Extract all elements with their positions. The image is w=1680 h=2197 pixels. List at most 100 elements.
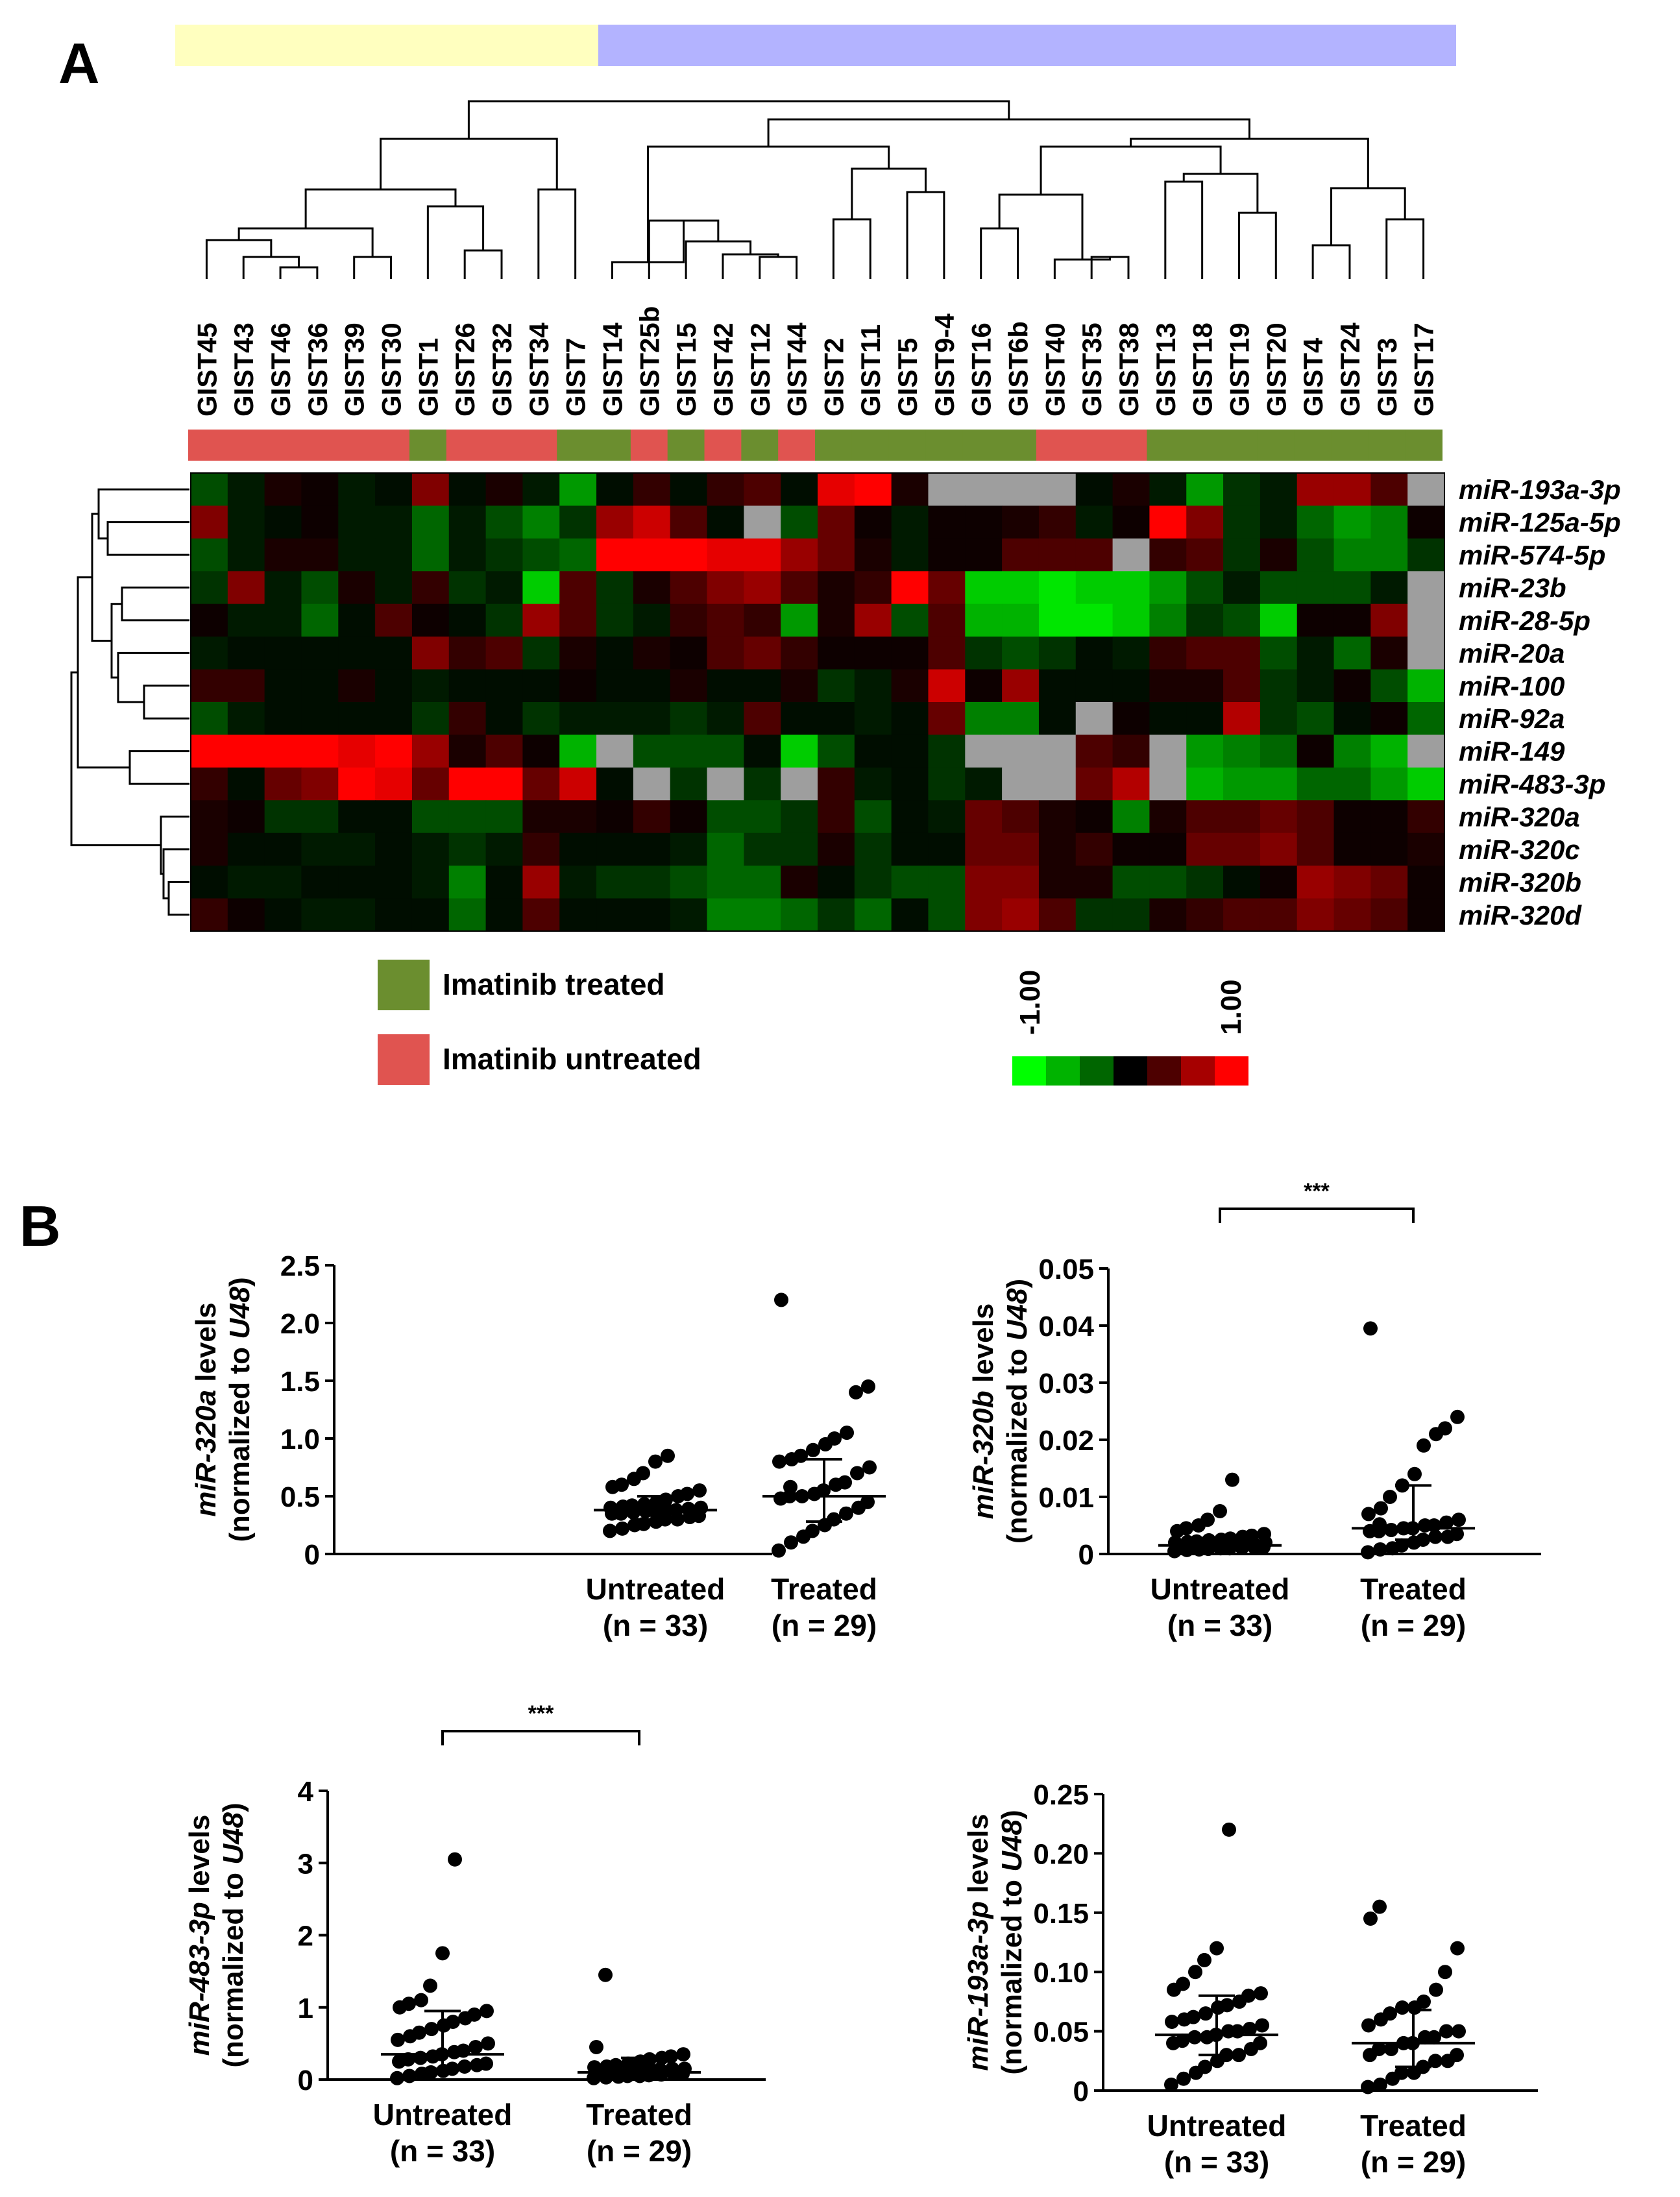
y-axis-label-text: (normalized to — [1001, 1341, 1033, 1544]
heatmap-cell-miR-92a-GIST4 — [1297, 702, 1335, 736]
data-point — [1254, 1986, 1268, 2001]
dendrogram-link — [1040, 145, 1222, 195]
heatmap-cell-miR-100-GIST1 — [411, 669, 450, 703]
heatmap-cell-miR-28-5p-GIST26 — [448, 603, 487, 637]
heatmap-cell-miR-23b-GIST30 — [375, 571, 413, 605]
heatmap-cell-miR-28-5p-GIST13 — [1149, 603, 1187, 637]
data-point — [1164, 2077, 1178, 2092]
top-group-bar-left — [175, 25, 598, 66]
heatmap-cell-miR-100-GIST4 — [1297, 669, 1335, 703]
data-point — [413, 2050, 428, 2065]
heatmap-cell-miR-193a-3p-GIST25b — [633, 473, 671, 507]
heatmap-cell-miR-483-3p-GIST19 — [1223, 767, 1261, 801]
data-point — [784, 1535, 798, 1550]
treatment-bar — [188, 430, 1443, 461]
heatmap-cell-miR-149-GIST9-4 — [928, 734, 966, 768]
heatmap-cell-miR-28-5p-GIST32 — [485, 603, 524, 637]
sample-label: GIST1 — [413, 338, 443, 417]
y-axis-label-text: levels — [968, 1304, 999, 1391]
heatmap-cell-miR-193a-3p-GIST34 — [522, 473, 560, 507]
data-point — [1438, 1965, 1452, 1980]
y-axis-label-ref: U48 — [217, 1812, 249, 1864]
y-tick-label: 2.0 — [280, 1308, 320, 1340]
heatmap-cell-miR-320b-GIST4 — [1297, 866, 1335, 899]
heatmap-cell-miR-125a-5p-GIST24 — [1333, 505, 1371, 539]
heatmap-cell-miR-483-3p-GIST14 — [596, 767, 634, 801]
heatmap-cell-miR-574-5p-GIST20 — [1260, 538, 1298, 572]
heatmap-cell-miR-149-GIST11 — [854, 734, 892, 768]
heatmap-cell-miR-149-GIST39 — [338, 734, 376, 768]
heatmap-cell-miR-193a-3p-GIST32 — [485, 473, 524, 507]
heatmap-cell-miR-20a-GIST45 — [191, 637, 228, 670]
heatmap-cell-miR-149-GIST15 — [670, 734, 708, 768]
heatmap-cell-miR-149-GIST6b — [1002, 734, 1040, 768]
heatmap-cell-miR-320c-GIST36 — [301, 832, 339, 866]
mirna-label: miR-193a-3p — [1459, 474, 1621, 505]
sample-label: GIST5 — [892, 338, 923, 417]
heatmap-cell-miR-320d-GIST18 — [1186, 898, 1224, 932]
data-point — [1438, 1421, 1452, 1436]
sample-label: GIST16 — [966, 322, 997, 417]
data-point — [1450, 1527, 1464, 1542]
treatment-cell-GIST24 — [1331, 430, 1369, 461]
heatmap-cell-miR-28-5p-GIST43 — [227, 603, 265, 637]
heatmap-cell-miR-320b-GIST19 — [1223, 866, 1261, 899]
heatmap-cell-miR-193a-3p-GIST7 — [559, 473, 597, 507]
heatmap-cell-miR-574-5p-GIST24 — [1333, 538, 1371, 572]
sample-label: GIST43 — [228, 322, 259, 417]
sample-label: GIST2 — [818, 338, 849, 417]
category-label: (n = 33) — [603, 1608, 708, 1642]
data-point — [838, 1475, 852, 1490]
category-label: (n = 29) — [1361, 2145, 1466, 2179]
data-point — [424, 2022, 439, 2037]
heatmap-cell-miR-320b-GIST26 — [448, 866, 487, 899]
heatmap-cell-miR-320d-GIST16 — [965, 898, 1003, 932]
sample-label: GIST35 — [1077, 322, 1107, 417]
data-point — [414, 1993, 428, 2008]
data-point — [1450, 2048, 1464, 2063]
heatmap-cell-miR-28-5p-GIST11 — [854, 603, 892, 637]
heatmap-cell-miR-193a-3p-GIST18 — [1186, 473, 1224, 507]
heatmap-cell-miR-20a-GIST11 — [854, 637, 892, 670]
heatmap-cell-miR-100-GIST35 — [1075, 669, 1114, 703]
heatmap-cell-miR-149-GIST32 — [485, 734, 524, 768]
heatmap-cell-miR-100-GIST19 — [1223, 669, 1261, 703]
sample-labels: GIST45 GIST43 GIST46 GIST36 GIST39 GIST30 GIST… — [191, 306, 1439, 417]
y-axis-label-text: ) — [1001, 1279, 1033, 1289]
heatmap-cell-miR-574-5p-GIST11 — [854, 538, 892, 572]
data-point — [1176, 1976, 1190, 1991]
heatmap-cell-miR-320a-GIST38 — [1112, 800, 1150, 834]
heatmap-cell-miR-92a-GIST12 — [744, 702, 781, 736]
heatmap-cell-miR-149-GIST35 — [1075, 734, 1114, 768]
heatmap-cell-miR-320a-GIST20 — [1260, 800, 1298, 834]
heatmap-cell-miR-320a-GIST30 — [375, 800, 413, 834]
mirna-label: miR-320b — [1459, 867, 1581, 897]
heatmap-cell-miR-23b-GIST40 — [1038, 571, 1077, 605]
heatmap-cell-miR-125a-5p-GIST4 — [1297, 505, 1335, 539]
sample-label: GIST38 — [1114, 322, 1144, 417]
sample-label: GIST19 — [1224, 322, 1254, 417]
heatmap-cell-miR-320d-GIST46 — [264, 898, 302, 932]
heatmap-cell-miR-125a-5p-GIST34 — [522, 505, 560, 539]
heatmap-cell-miR-92a-GIST42 — [707, 702, 744, 736]
heatmap-cell-miR-320b-GIST16 — [965, 866, 1003, 899]
heatmap-cell-miR-320b-GIST9-4 — [928, 866, 966, 899]
treatment-cell-GIST5 — [888, 430, 927, 461]
heatmap-cell-miR-320a-GIST26 — [448, 800, 487, 834]
mirna-label: miR-320a — [1459, 802, 1580, 832]
heatmap-cell-miR-320d-GIST1 — [411, 898, 450, 932]
heatmap-cell-miR-100-GIST38 — [1112, 669, 1150, 703]
heatmap-cell-miR-125a-5p-GIST18 — [1186, 505, 1224, 539]
data-point — [1373, 2077, 1387, 2092]
heatmap-cell-miR-92a-GIST30 — [375, 702, 413, 736]
sample-label: GIST6b — [1003, 321, 1034, 417]
heatmap-cell-miR-574-5p-GIST26 — [448, 538, 487, 572]
heatmap-cell-miR-320b-GIST18 — [1186, 866, 1224, 899]
treatment-cell-GIST11 — [851, 430, 890, 461]
heatmap-cell-miR-320c-GIST43 — [227, 832, 265, 866]
heatmap-cell-miR-320c-GIST17 — [1407, 832, 1445, 866]
data-point — [783, 1479, 797, 1494]
heatmap-cell-miR-483-3p-GIST18 — [1186, 767, 1224, 801]
heatmap-cell-miR-320b-GIST17 — [1407, 866, 1445, 899]
heatmap-cell-miR-28-5p-GIST44 — [781, 603, 818, 637]
